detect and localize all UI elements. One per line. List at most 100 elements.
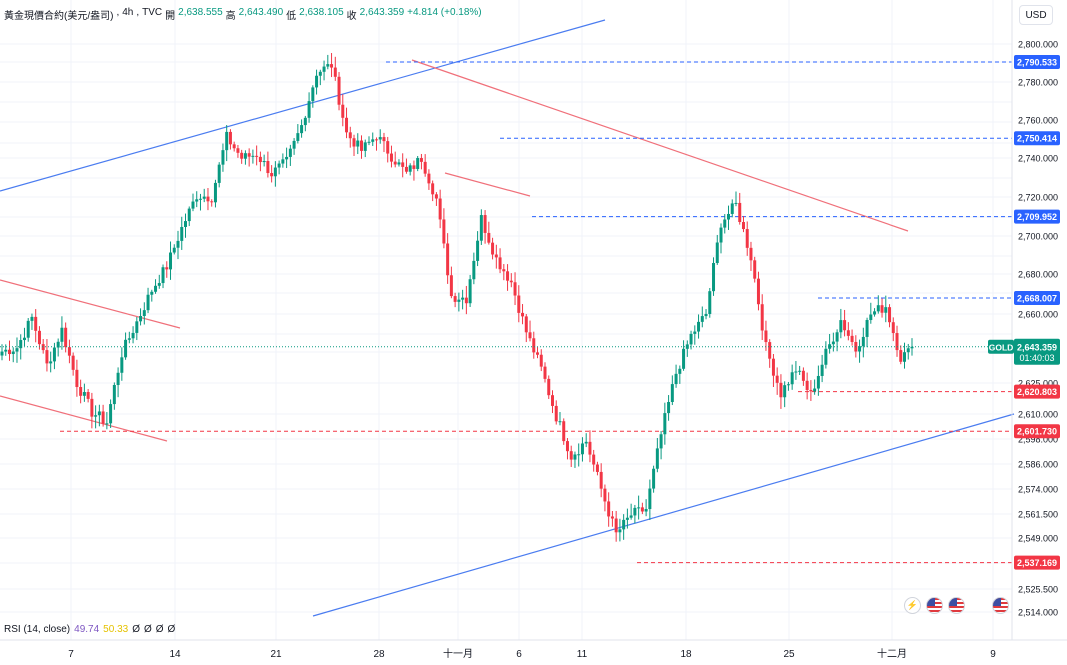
candle[interactable] — [86, 389, 90, 403]
candle[interactable] — [536, 346, 540, 359]
candle[interactable] — [569, 445, 573, 467]
candle[interactable] — [348, 126, 352, 148]
candle[interactable] — [386, 136, 390, 163]
candle[interactable] — [352, 134, 356, 156]
candle[interactable] — [858, 339, 862, 363]
candle[interactable] — [592, 449, 596, 472]
candle[interactable] — [629, 503, 633, 520]
candle[interactable] — [82, 383, 86, 402]
candle[interactable] — [172, 244, 176, 255]
candle[interactable] — [682, 340, 686, 371]
candle[interactable] — [745, 221, 749, 256]
candle[interactable] — [577, 443, 581, 467]
candle[interactable] — [453, 292, 457, 308]
candle[interactable] — [790, 364, 794, 390]
candle[interactable] — [427, 169, 431, 190]
candle[interactable] — [502, 264, 506, 281]
candle[interactable] — [786, 381, 790, 391]
candle[interactable] — [258, 151, 262, 172]
candle[interactable] — [899, 345, 903, 365]
candle[interactable] — [30, 313, 34, 330]
candle[interactable] — [49, 351, 53, 373]
candle[interactable] — [494, 244, 498, 269]
candle[interactable] — [213, 179, 217, 208]
candle[interactable] — [71, 352, 75, 376]
left-channel-upper-line[interactable] — [0, 279, 181, 329]
candle[interactable] — [700, 306, 704, 328]
candle[interactable] — [712, 257, 716, 296]
candle[interactable] — [41, 339, 45, 354]
candle[interactable] — [888, 304, 892, 328]
candle[interactable] — [550, 390, 554, 414]
us-flag-event-icon[interactable] — [948, 597, 965, 614]
candle[interactable] — [805, 372, 809, 400]
candle[interactable] — [374, 137, 378, 151]
candle[interactable] — [183, 213, 187, 238]
candle[interactable] — [906, 343, 910, 360]
candle[interactable] — [142, 302, 146, 325]
candle[interactable] — [476, 231, 480, 267]
candle[interactable] — [97, 404, 101, 427]
candle[interactable] — [300, 119, 304, 138]
candle[interactable] — [652, 465, 656, 493]
candle[interactable] — [670, 375, 674, 406]
candle[interactable] — [547, 375, 551, 399]
candle[interactable] — [865, 317, 869, 348]
candle[interactable] — [363, 139, 367, 158]
candle[interactable] — [741, 215, 745, 233]
candle[interactable] — [434, 192, 438, 206]
candle[interactable] — [648, 479, 652, 520]
candle[interactable] — [693, 325, 697, 345]
candle[interactable] — [588, 430, 592, 463]
candle[interactable] — [794, 361, 798, 380]
candle[interactable] — [367, 136, 371, 146]
candle[interactable] — [217, 162, 221, 188]
candle[interactable] — [154, 279, 158, 294]
candle[interactable] — [509, 273, 513, 288]
candle[interactable] — [873, 308, 877, 317]
candle[interactable] — [479, 209, 483, 245]
candle[interactable] — [798, 365, 802, 376]
candle[interactable] — [831, 332, 835, 352]
candle[interactable] — [7, 340, 11, 361]
candle[interactable] — [94, 405, 98, 429]
candle[interactable] — [715, 234, 719, 265]
candle[interactable] — [640, 502, 644, 515]
candle[interactable] — [228, 129, 232, 150]
candle[interactable] — [90, 392, 94, 429]
candle[interactable] — [431, 180, 435, 202]
candle[interactable] — [610, 511, 614, 527]
candle[interactable] — [532, 331, 536, 359]
candle[interactable] — [756, 271, 760, 311]
candle[interactable] — [131, 326, 135, 344]
upper-channel-line[interactable] — [0, 19, 606, 192]
candle[interactable] — [464, 285, 468, 315]
candle[interactable] — [11, 347, 15, 363]
us-flag-event-icon[interactable] — [926, 597, 943, 614]
candle[interactable] — [120, 347, 124, 381]
candle[interactable] — [599, 463, 603, 498]
candle[interactable] — [210, 199, 214, 207]
candle[interactable] — [326, 54, 330, 70]
candle[interactable] — [539, 349, 543, 372]
candle[interactable] — [573, 451, 577, 468]
candle[interactable] — [255, 145, 259, 166]
candle[interactable] — [281, 153, 285, 168]
candle[interactable] — [109, 399, 113, 428]
candle[interactable] — [333, 56, 337, 81]
candle[interactable] — [198, 193, 202, 211]
candle[interactable] — [19, 334, 23, 360]
candle[interactable] — [397, 159, 401, 167]
candle[interactable] — [285, 147, 289, 169]
candle[interactable] — [565, 438, 569, 460]
candle[interactable] — [689, 330, 693, 350]
candle[interactable] — [483, 210, 487, 244]
candle[interactable] — [225, 124, 229, 162]
candle[interactable] — [37, 326, 41, 350]
candle[interactable] — [34, 309, 38, 343]
candle[interactable] — [105, 412, 109, 430]
candle[interactable] — [221, 143, 225, 172]
candle[interactable] — [580, 437, 584, 462]
candle[interactable] — [438, 189, 442, 229]
candle[interactable] — [644, 499, 648, 517]
